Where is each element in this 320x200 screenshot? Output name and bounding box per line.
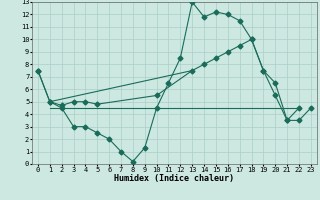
- X-axis label: Humidex (Indice chaleur): Humidex (Indice chaleur): [115, 174, 234, 183]
